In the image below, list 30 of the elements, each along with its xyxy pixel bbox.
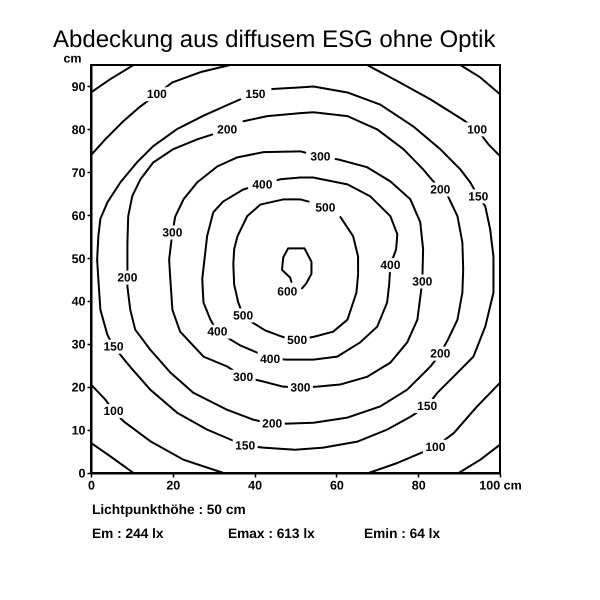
y-tick-label: 30 — [72, 338, 86, 352]
annotation: 200 — [217, 122, 238, 136]
annotation: 300 — [310, 149, 331, 164]
x-tick-label: 0 — [88, 478, 96, 492]
annotation: 500 — [315, 200, 336, 215]
annotation: 300 — [412, 274, 433, 288]
y-tick-label: 90 — [72, 80, 86, 94]
text: Lichtpunkthöhe : 50 cm — [92, 502, 246, 518]
y-tick-label: 80 — [72, 122, 86, 137]
y-tick-label: 40 — [72, 294, 86, 309]
x-tick-label: 100 cm — [479, 478, 522, 492]
annotation: 600 — [277, 284, 298, 298]
annotation: 400 — [252, 177, 273, 192]
y-tick-label: 0 — [78, 466, 86, 480]
chart-title: Abdeckung aus diffusem ESG ohne Optik — [53, 26, 496, 53]
annotation: 150 — [245, 87, 266, 102]
text: Emax : 613 lx — [228, 526, 315, 542]
x-tick-label: 20 — [166, 478, 180, 492]
y-tick-label: 70 — [72, 166, 86, 180]
x-tick-label: 40 — [248, 478, 262, 492]
text: Em : 244 lx — [92, 526, 164, 542]
x-tick-label: 80 — [412, 478, 426, 492]
y-tick-label: 60 — [72, 208, 86, 223]
annotation: 300 — [162, 225, 183, 240]
y-axis-title: cm — [63, 52, 82, 66]
y-tick-label: 50 — [72, 252, 86, 266]
text: Emin : 64 lx — [364, 526, 440, 542]
y-tick-label: 10 — [72, 424, 86, 438]
y-tick-label: 20 — [72, 380, 86, 395]
x-tick-label: 60 — [330, 478, 344, 492]
